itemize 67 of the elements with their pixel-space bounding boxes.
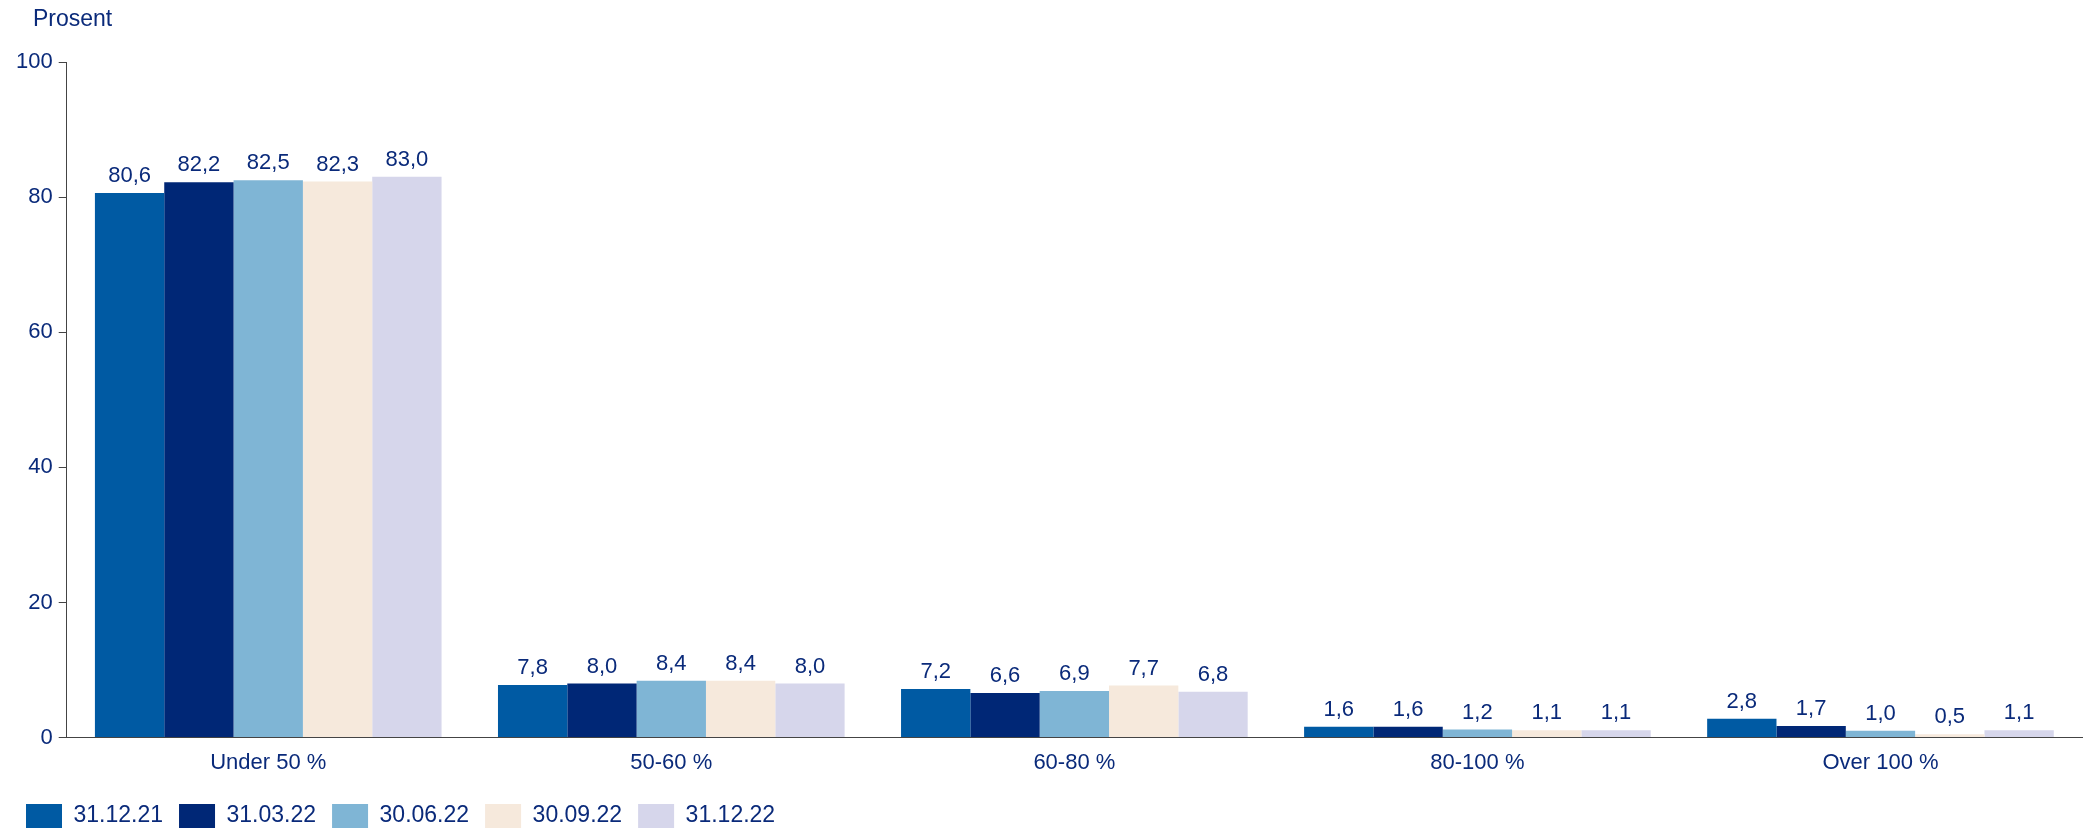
x-tick-label: Under 50 % <box>210 748 327 774</box>
bar <box>497 684 568 738</box>
data-label: 1,7 <box>1795 695 1827 721</box>
y-axis-title: Prosent <box>33 4 113 31</box>
y-tick-label: 40 <box>28 453 53 479</box>
data-label: 82,3 <box>316 150 359 176</box>
bar <box>1581 730 1651 738</box>
data-label: 1,6 <box>1392 695 1424 721</box>
x-tick-label: 60-80 % <box>1033 748 1116 774</box>
bar <box>233 180 303 738</box>
data-label: 2,8 <box>1726 687 1758 713</box>
data-label: 6,6 <box>989 662 1021 688</box>
legend-label: 31.03.22 <box>226 801 317 828</box>
data-label: 7,7 <box>1128 654 1159 680</box>
bar <box>1304 726 1374 738</box>
data-label: 82,2 <box>177 151 221 177</box>
bar <box>1707 718 1777 738</box>
data-label: 1,2 <box>1462 698 1493 724</box>
data-label: 1,6 <box>1323 695 1355 721</box>
bar <box>567 683 637 738</box>
data-label: 7,8 <box>517 653 548 679</box>
data-label: 7,2 <box>920 658 951 684</box>
bar <box>302 181 373 738</box>
data-label: 8,0 <box>586 652 618 678</box>
data-label: 80,6 <box>108 162 151 188</box>
bar <box>1373 726 1443 738</box>
data-label: 1,1 <box>2003 699 2035 725</box>
data-label: 8,0 <box>794 652 826 678</box>
bar <box>1512 730 1582 738</box>
bar <box>164 182 234 738</box>
data-label: 0,5 <box>1934 703 1966 729</box>
y-tick-label: 80 <box>28 183 53 209</box>
data-label: 6,9 <box>1059 660 1090 686</box>
y-tick-label: 100 <box>15 48 53 74</box>
legend-label: 31.12.22 <box>685 801 776 828</box>
bar <box>1776 726 1846 738</box>
x-tick-label: 80-100 % <box>1430 748 1525 774</box>
data-label: 82,5 <box>246 149 290 175</box>
bar <box>94 193 165 738</box>
x-tick-label: Over 100 % <box>1822 748 1939 774</box>
data-label: 1,0 <box>1865 699 1896 725</box>
bar <box>1915 734 1985 738</box>
data-label: 83,0 <box>385 145 429 171</box>
bar <box>970 693 1040 738</box>
data-label: 1,1 <box>1531 699 1563 725</box>
bar <box>1178 691 1248 738</box>
bar <box>1109 685 1179 738</box>
bar <box>1442 729 1513 738</box>
data-label: 8,4 <box>725 649 756 675</box>
bar <box>1039 690 1110 738</box>
data-label: 8,4 <box>656 649 687 675</box>
data-label: 6,8 <box>1197 660 1229 686</box>
data-label: 1,1 <box>1600 699 1632 725</box>
legend-label: 31.12.21 <box>73 801 164 828</box>
x-tick-label: 50-60 % <box>630 748 713 774</box>
y-tick-label: 20 <box>28 588 53 614</box>
bar <box>901 688 971 738</box>
legend-label: 30.09.22 <box>532 801 623 828</box>
y-tick-label: 0 <box>40 723 53 749</box>
bar <box>636 680 706 738</box>
bar <box>372 176 442 738</box>
legend-label: 30.06.22 <box>379 801 470 828</box>
bar <box>775 683 845 738</box>
bar <box>1984 730 2054 738</box>
y-tick-label: 60 <box>28 318 53 344</box>
bar <box>1845 730 1916 738</box>
bar <box>705 680 776 738</box>
